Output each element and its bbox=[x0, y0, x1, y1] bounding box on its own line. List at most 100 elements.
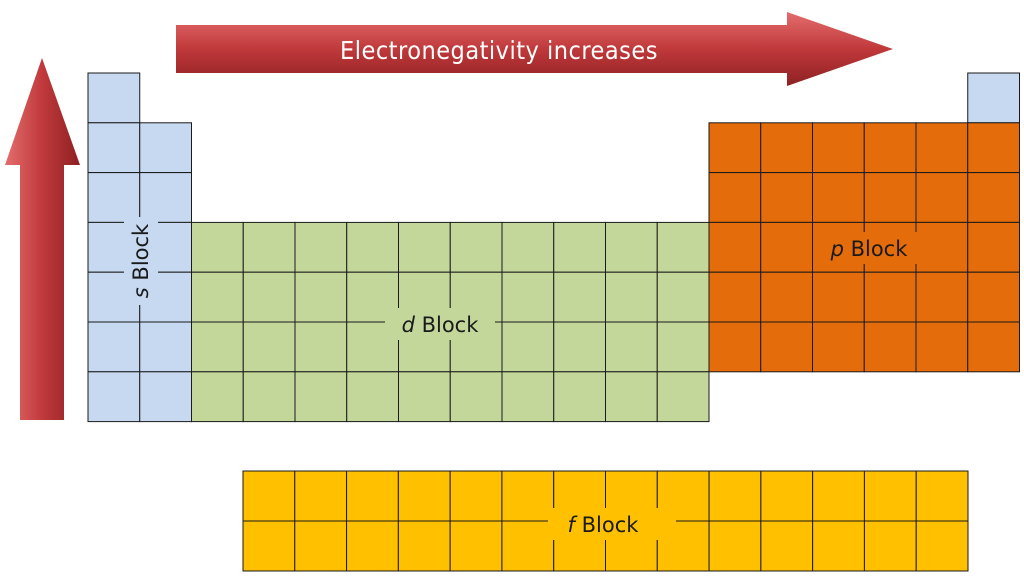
d-block-word: Block bbox=[415, 313, 479, 337]
p-block-cell bbox=[915, 271, 969, 323]
d-block-cell bbox=[398, 221, 451, 273]
f-block-cell bbox=[346, 520, 399, 572]
d-block-cell bbox=[346, 221, 399, 273]
p-block-label: p Block bbox=[830, 237, 909, 261]
s-block-cell bbox=[139, 122, 192, 174]
p-block-cell bbox=[760, 321, 813, 373]
d-block-cell bbox=[656, 221, 710, 273]
s-block-cells bbox=[87, 72, 1020, 423]
f-block-cell bbox=[915, 470, 969, 522]
s-block-word: Block bbox=[129, 223, 153, 287]
d-block-cell bbox=[553, 221, 606, 273]
p-block-cell bbox=[708, 221, 762, 273]
p-block-cell bbox=[708, 122, 762, 174]
d-block-cell bbox=[553, 271, 606, 323]
f-block-cell bbox=[242, 470, 296, 522]
s-block-cell bbox=[87, 72, 141, 124]
f-block-cell bbox=[501, 520, 555, 572]
d-block-cell bbox=[294, 221, 348, 273]
p-block-label-bg bbox=[815, 232, 923, 264]
f-block-cell bbox=[863, 520, 917, 572]
f-block-cell bbox=[449, 470, 503, 522]
p-block-cell bbox=[863, 172, 917, 223]
f-block-cell bbox=[294, 520, 348, 572]
f-block-cell bbox=[708, 520, 762, 572]
p-block-letter: p bbox=[830, 237, 844, 261]
f-block-cell bbox=[242, 520, 296, 572]
f-block-label: f Block bbox=[568, 513, 640, 537]
d-block-cell bbox=[605, 321, 658, 373]
p-block-cell bbox=[760, 172, 813, 223]
d-block-cell bbox=[242, 371, 296, 423]
electronegativity-arrow-vertical bbox=[5, 58, 80, 420]
d-block-cell bbox=[605, 371, 658, 423]
f-block-word: Block bbox=[575, 513, 639, 537]
p-block-cell bbox=[760, 221, 813, 273]
p-block-cell bbox=[863, 321, 917, 373]
s-block-cell bbox=[87, 371, 141, 423]
d-block-cell bbox=[191, 221, 244, 273]
d-block-cell bbox=[191, 371, 244, 423]
electronegativity-label: Electronegativity increases bbox=[340, 36, 658, 65]
p-block-cell bbox=[708, 271, 762, 323]
p-block-cell bbox=[967, 122, 1020, 174]
s-block-label: s Block bbox=[129, 223, 153, 298]
f-block-cell bbox=[760, 520, 814, 572]
s-block-cell bbox=[87, 172, 141, 223]
p-block-cell bbox=[915, 122, 969, 174]
p-block-cell bbox=[812, 321, 865, 373]
s-block-cell bbox=[139, 371, 192, 423]
d-block-cell bbox=[449, 221, 503, 273]
d-block-cell bbox=[449, 371, 503, 423]
f-block-cell bbox=[346, 470, 399, 522]
s-block-cell bbox=[139, 321, 192, 373]
p-block-cell bbox=[812, 172, 865, 223]
d-block-cell bbox=[656, 271, 710, 323]
p-block-cell bbox=[760, 122, 813, 174]
f-block-cell bbox=[397, 520, 451, 572]
s-block-cell bbox=[87, 321, 141, 373]
p-block-cell bbox=[915, 321, 969, 373]
vertical-arrow-shape bbox=[5, 58, 80, 420]
p-block-label-group: p Block bbox=[815, 232, 923, 264]
helium-cell bbox=[967, 72, 1020, 124]
p-block-cell bbox=[708, 172, 762, 223]
f-block-label-bg bbox=[548, 508, 676, 540]
p-block-cell bbox=[967, 321, 1020, 373]
d-block-label: d Block bbox=[402, 313, 480, 337]
electronegativity-arrow-horizontal: Electronegativity increases bbox=[176, 12, 893, 86]
p-block-cell bbox=[863, 122, 917, 174]
p-block-cell bbox=[863, 271, 917, 323]
f-block-cell bbox=[294, 470, 348, 522]
d-block-cell bbox=[656, 321, 710, 373]
d-block-cell bbox=[501, 321, 555, 373]
p-block-cell bbox=[915, 221, 969, 273]
d-block-cell bbox=[656, 371, 710, 423]
p-block-word: Block bbox=[844, 237, 908, 261]
d-block-cell bbox=[553, 371, 606, 423]
f-block-cell bbox=[708, 470, 762, 522]
d-block-cell bbox=[501, 271, 555, 323]
f-block-cell bbox=[760, 470, 814, 522]
horizontal-arrow-shape bbox=[176, 12, 893, 86]
d-block-label-group: d Block bbox=[385, 308, 495, 340]
p-block-cell bbox=[967, 221, 1020, 273]
p-block-cell bbox=[967, 271, 1020, 323]
f-block-cell bbox=[449, 520, 503, 572]
p-block-cells bbox=[708, 122, 1020, 373]
d-block-label-bg bbox=[385, 308, 495, 340]
d-block-cell bbox=[605, 221, 658, 273]
d-block-cell bbox=[346, 371, 399, 423]
f-block-letter: f bbox=[568, 513, 579, 537]
f-block-cell bbox=[397, 470, 451, 522]
d-block-cell bbox=[191, 321, 244, 373]
s-block-cell bbox=[87, 122, 141, 174]
s-block-cell bbox=[139, 172, 192, 223]
s-block-label-bg bbox=[124, 217, 158, 305]
d-block-cell bbox=[242, 221, 296, 273]
s-block-label-group: s Block bbox=[124, 217, 158, 305]
d-block-cell bbox=[294, 371, 348, 423]
f-block-label-group: f Block bbox=[548, 508, 676, 540]
f-block-cell bbox=[863, 470, 917, 522]
